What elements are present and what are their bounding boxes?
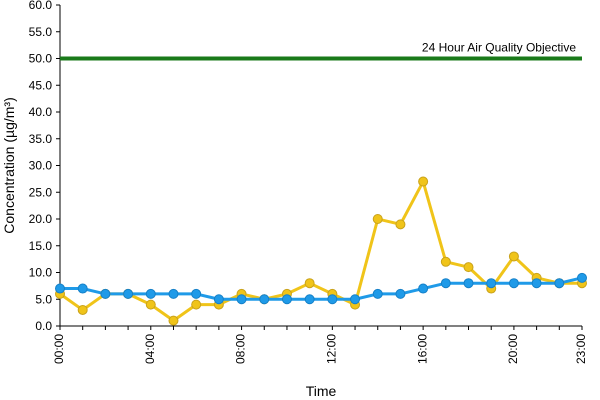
x-tick-label: 08:00	[234, 334, 248, 364]
series-2-point	[191, 288, 202, 299]
series-1-point	[508, 251, 519, 262]
series-2-point	[372, 288, 383, 299]
series-2-point	[304, 294, 315, 305]
series-1-point	[191, 299, 202, 310]
series-2-point	[577, 272, 587, 283]
series-2-point	[100, 288, 111, 299]
y-tick-label: 20.0	[29, 212, 53, 226]
x-tick-label: 20:00	[506, 334, 520, 364]
series-1-point	[463, 262, 474, 273]
series-2-point	[508, 278, 519, 289]
series-group	[55, 176, 587, 326]
x-tick-label: 23:00	[574, 334, 588, 364]
series-2-point	[350, 294, 361, 305]
series-1-point	[168, 315, 179, 326]
series-2-point	[145, 288, 156, 299]
series-1-point	[77, 304, 88, 315]
series-2-point	[554, 278, 565, 289]
series-2-point	[55, 283, 65, 294]
series-1-point	[395, 219, 406, 230]
y-tick-label: 25.0	[29, 185, 53, 199]
series-2-point	[281, 294, 292, 305]
y-tick-label: 50.0	[29, 52, 53, 66]
x-tick-label: 00:00	[52, 334, 66, 364]
series-2-point	[531, 278, 542, 289]
y-tick-label: 30.0	[29, 159, 53, 173]
y-tick-label: 10.0	[29, 266, 53, 280]
x-axis-title: Time	[306, 383, 337, 399]
y-tick-label: 40.0	[29, 105, 53, 119]
y-tick-label: 15.0	[29, 239, 53, 253]
series-2-point	[123, 288, 134, 299]
objective-line-group: 24 Hour Air Quality Objective	[60, 41, 582, 61]
series-2-point	[327, 294, 338, 305]
x-axis: 00:00 04:00 08:00 12:00 16:00 20:00 23:00	[52, 325, 588, 364]
series-1-point	[304, 278, 315, 289]
y-tick-label: 60.0	[29, 0, 53, 12]
series-2-point	[440, 278, 451, 289]
x-tick-label: 04:00	[143, 334, 157, 364]
series-2-point	[168, 288, 179, 299]
y-axis: 0.0 5.0 10.0 15.0 20.0 25.0 30.0 35.0 40.0 45.0 50…	[29, 0, 61, 333]
series-1-point	[372, 214, 383, 224]
y-tick-label: 0.0	[35, 319, 52, 333]
series-2-point	[213, 294, 224, 305]
y-tick-label: 55.0	[29, 25, 53, 39]
series-2-point	[259, 294, 270, 305]
series-1-point	[440, 256, 451, 267]
series-2-point	[236, 294, 247, 305]
series-1-point	[145, 299, 156, 310]
series-2-point	[463, 278, 474, 289]
series-1-point	[418, 176, 429, 187]
air-quality-objective-label: 24 Hour Air Quality Objective	[422, 41, 576, 55]
y-tick-label: 45.0	[29, 78, 53, 92]
y-tick-label: 5.0	[35, 292, 52, 306]
series-2-point	[486, 278, 497, 289]
series-2-point	[395, 288, 406, 299]
series-2-point	[418, 283, 429, 294]
y-tick-label: 35.0	[29, 132, 53, 146]
y-axis-title: Concentration (µg/m³)	[1, 97, 17, 233]
x-tick-label: 12:00	[325, 334, 339, 364]
x-tick-label: 16:00	[415, 334, 429, 364]
series-2-point	[77, 283, 88, 294]
